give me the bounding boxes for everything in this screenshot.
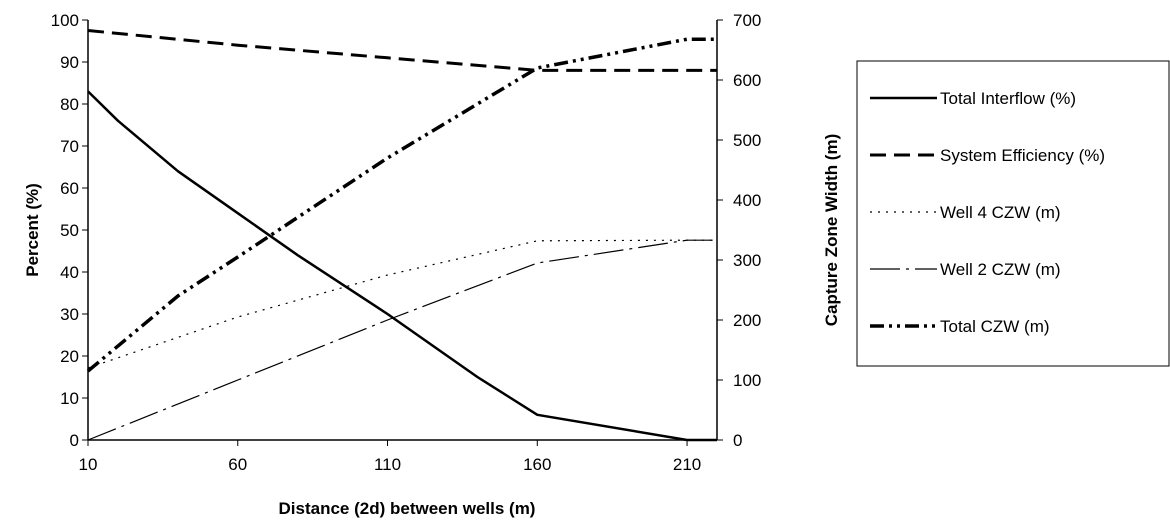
y-tick-label: 100 [51,11,79,30]
legend: Total Interflow (%) System Efficiency (%)… [856,60,1170,367]
x-tick-label: 160 [523,455,551,474]
legend-label-2: System Efficiency (%) [940,146,1105,165]
y2-tick-label: 100 [733,371,761,390]
x-tick-label: 210 [673,455,701,474]
x-axis-title: Distance (2d) between wells (m) [279,499,536,518]
legend-label-1: Total Interflow (%) [940,89,1076,108]
y2-tick-label: 700 [733,11,761,30]
y2-tick-label: 200 [733,311,761,330]
legend-label-5: Total CZW (m) [940,317,1050,336]
x-tick-label: 110 [374,455,401,474]
y-tick-label: 20 [60,347,79,366]
y2-tick-label: 0 [733,431,742,450]
y2-tick-label: 500 [733,131,761,150]
y2-tick-label: 600 [733,71,761,90]
legend-label-3: Well 4 CZW (m) [940,203,1061,222]
y-tick-label: 30 [60,305,79,324]
y-tick-label: 0 [70,431,79,450]
series-line-1 [87,90,717,442]
y2-tick-label: 300 [733,251,761,270]
series-line-3 [87,239,717,369]
y-tick-label: 10 [60,389,79,408]
series-line-4 [87,239,717,441]
plot-area: 0102030405060708090100010020030040050060… [51,11,762,474]
y2-tick-label: 400 [733,191,761,210]
y-tick-label: 80 [60,95,79,114]
y-tick-label: 40 [60,263,79,282]
series-line-5 [86,37,717,373]
legend-box [856,60,1170,367]
y2-axis-title: Capture Zone Width (m) [822,134,841,327]
y-tick-label: 70 [60,137,79,156]
y-tick-label: 60 [60,179,79,198]
y-tick-label: 90 [60,53,79,72]
x-tick-label: 10 [79,455,98,474]
legend-label-4: Well 2 CZW (m) [940,260,1061,279]
x-tick-label: 60 [228,455,247,474]
y-axis-title: Percent (%) [23,183,42,277]
y-tick-label: 50 [60,221,79,240]
series-line-2 [87,29,717,72]
